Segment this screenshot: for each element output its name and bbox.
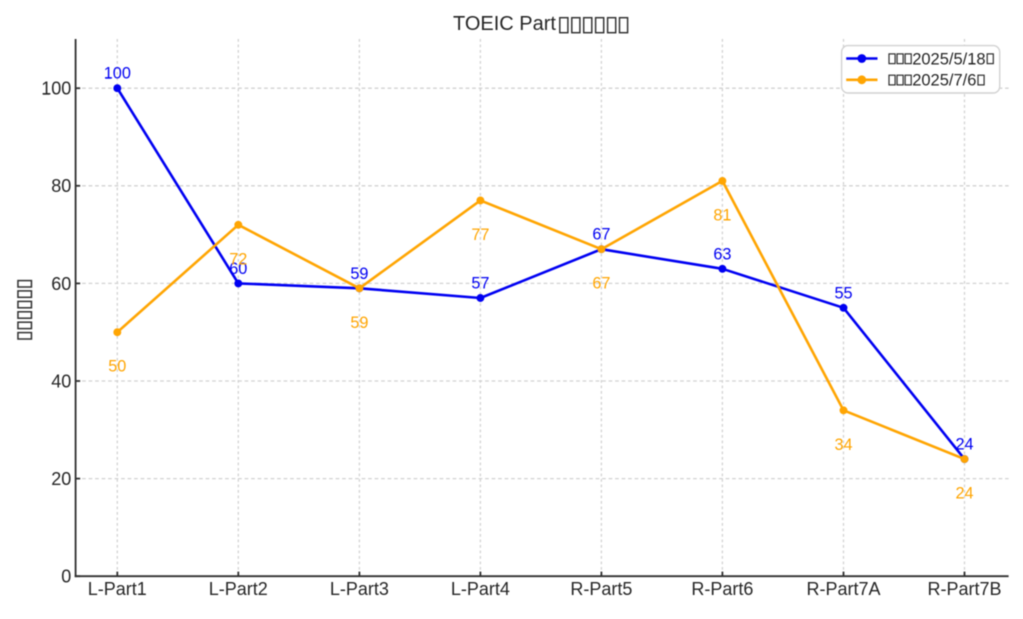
svg-text:67: 67 <box>592 226 610 244</box>
svg-text:L-Part4: L-Part4 <box>451 579 510 599</box>
svg-text:TOEIC Part: TOEIC Part <box>453 13 556 35</box>
svg-text:R-Part7B: R-Part7B <box>927 579 1001 599</box>
svg-text:100: 100 <box>41 79 71 99</box>
svg-text:34: 34 <box>834 436 852 454</box>
svg-text:R-Part7A: R-Part7A <box>806 579 880 599</box>
svg-text:50: 50 <box>108 358 126 376</box>
svg-text:L-Part2: L-Part2 <box>209 579 268 599</box>
svg-text:24: 24 <box>955 436 973 454</box>
svg-text:2025/5/18: 2025/5/18 <box>912 50 985 68</box>
svg-text:59: 59 <box>350 265 368 283</box>
svg-text:72: 72 <box>229 250 247 268</box>
svg-text:63: 63 <box>713 245 731 263</box>
svg-text:81: 81 <box>713 206 731 224</box>
svg-text:R-Part5: R-Part5 <box>570 579 632 599</box>
svg-text:80: 80 <box>51 176 71 196</box>
svg-text:67: 67 <box>592 275 610 293</box>
svg-text:55: 55 <box>834 284 852 302</box>
svg-text:57: 57 <box>471 275 489 293</box>
svg-text:20: 20 <box>51 469 71 489</box>
svg-text:40: 40 <box>51 371 71 391</box>
svg-text:24: 24 <box>955 485 973 503</box>
svg-text:59: 59 <box>350 314 368 332</box>
svg-text:60: 60 <box>51 274 71 294</box>
svg-text:77: 77 <box>471 226 489 244</box>
svg-text:L-Part1: L-Part1 <box>88 579 147 599</box>
svg-text:2025/7/6: 2025/7/6 <box>912 72 976 90</box>
svg-text:R-Part6: R-Part6 <box>691 579 753 599</box>
svg-text:60: 60 <box>229 260 247 278</box>
svg-text:L-Part3: L-Part3 <box>330 579 389 599</box>
svg-text:100: 100 <box>104 65 131 83</box>
svg-text:0: 0 <box>61 567 71 587</box>
